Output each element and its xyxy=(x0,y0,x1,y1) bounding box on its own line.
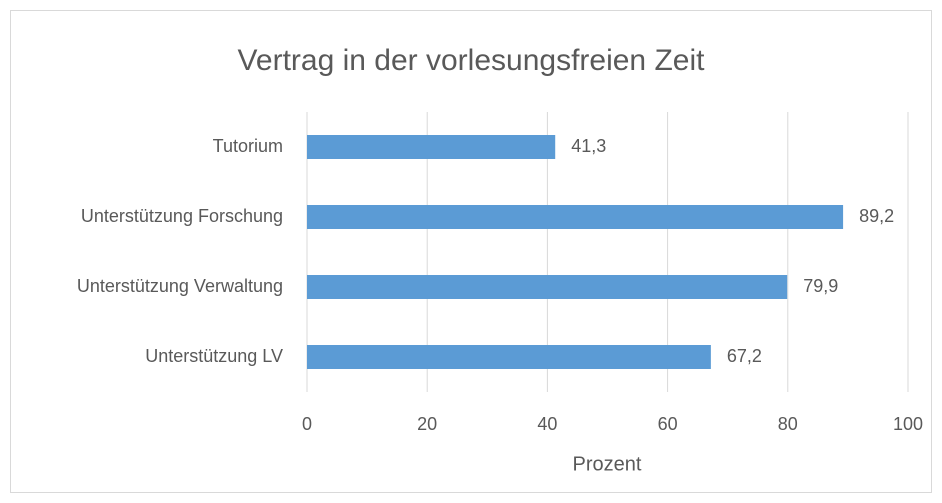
y-tick-label: Unterstützung Verwaltung xyxy=(77,276,283,296)
x-tick-label: 20 xyxy=(417,414,437,434)
y-tick-label: Unterstützung Forschung xyxy=(81,206,283,226)
y-tick-label: Unterstützung LV xyxy=(145,346,283,366)
bar xyxy=(307,275,788,299)
data-label: 89,2 xyxy=(859,206,894,226)
bar xyxy=(307,345,711,369)
chart-title: Vertrag in der vorlesungsfreien Zeit xyxy=(238,44,706,77)
x-tick-label: 0 xyxy=(302,414,312,434)
x-axis-label: Prozent xyxy=(573,453,642,475)
x-tick-label: 80 xyxy=(778,414,798,434)
x-tick-label: 40 xyxy=(537,414,557,434)
data-label: 79,9 xyxy=(803,276,838,296)
bar xyxy=(307,135,556,159)
x-tick-label: 100 xyxy=(893,414,923,434)
chart-border xyxy=(10,10,932,493)
data-label: 41,3 xyxy=(571,136,606,156)
x-tick-label: 60 xyxy=(658,414,678,434)
y-tick-label: Tutorium xyxy=(213,136,283,156)
bar xyxy=(307,205,844,229)
data-label: 67,2 xyxy=(727,346,762,366)
